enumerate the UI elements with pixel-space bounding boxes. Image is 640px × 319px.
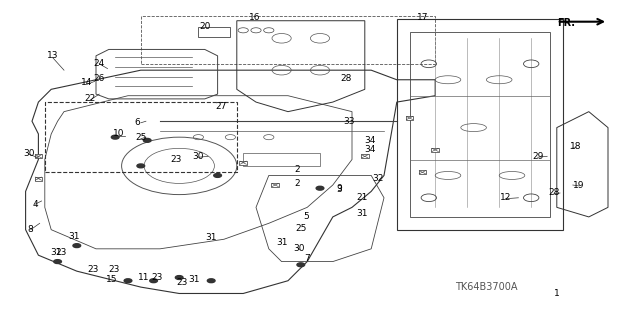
Text: 28: 28 xyxy=(548,189,559,197)
Text: 21: 21 xyxy=(356,193,367,202)
Text: 17: 17 xyxy=(417,13,428,22)
Bar xyxy=(35,177,42,181)
Text: 16: 16 xyxy=(249,13,260,22)
Text: 23: 23 xyxy=(87,265,99,274)
Text: 18: 18 xyxy=(570,142,582,151)
Text: 2: 2 xyxy=(295,179,300,188)
Bar xyxy=(271,183,279,187)
Text: 25: 25 xyxy=(135,133,147,142)
Text: 29: 29 xyxy=(532,152,543,161)
Text: 32: 32 xyxy=(372,174,383,183)
Bar xyxy=(239,161,247,165)
Text: 20: 20 xyxy=(199,22,211,31)
Text: 23: 23 xyxy=(177,278,188,287)
Bar xyxy=(141,16,435,64)
Text: 5: 5 xyxy=(303,212,308,221)
Circle shape xyxy=(111,135,119,139)
Circle shape xyxy=(316,186,324,190)
Text: 23: 23 xyxy=(170,155,182,164)
Text: 2: 2 xyxy=(295,165,300,174)
Text: 30: 30 xyxy=(23,149,35,158)
Text: 14: 14 xyxy=(81,78,92,87)
Text: 22: 22 xyxy=(84,94,95,103)
Text: 31: 31 xyxy=(51,248,62,256)
Circle shape xyxy=(207,279,215,283)
Text: 4: 4 xyxy=(33,200,38,209)
Text: 12: 12 xyxy=(500,193,511,202)
Text: FR.: FR. xyxy=(557,18,575,27)
Text: 31: 31 xyxy=(276,238,287,247)
Bar xyxy=(419,170,426,174)
Text: 13: 13 xyxy=(47,51,58,60)
Text: 15: 15 xyxy=(106,275,118,284)
Text: 30: 30 xyxy=(193,152,204,161)
Bar xyxy=(431,148,439,152)
Text: 33: 33 xyxy=(343,117,355,126)
Circle shape xyxy=(150,279,157,283)
Text: 26: 26 xyxy=(93,74,105,83)
Text: 9: 9 xyxy=(337,184,342,193)
Text: 23: 23 xyxy=(108,265,120,274)
Text: 31: 31 xyxy=(205,233,217,242)
Text: 34: 34 xyxy=(364,136,376,145)
Text: 30: 30 xyxy=(294,244,305,253)
Text: 19: 19 xyxy=(573,181,585,189)
Text: 11: 11 xyxy=(138,273,150,282)
Text: 31: 31 xyxy=(68,232,79,241)
Circle shape xyxy=(137,164,145,168)
Text: 10: 10 xyxy=(113,130,124,138)
Circle shape xyxy=(297,263,305,267)
Circle shape xyxy=(54,260,61,263)
Text: 28: 28 xyxy=(340,74,351,83)
Bar xyxy=(45,102,237,172)
Text: 6: 6 xyxy=(135,118,140,127)
Text: 1: 1 xyxy=(554,289,559,298)
Circle shape xyxy=(214,174,221,177)
Text: 31: 31 xyxy=(356,209,367,218)
Text: 3: 3 xyxy=(337,185,342,194)
Text: TK64B3700A: TK64B3700A xyxy=(455,282,518,292)
Text: 34: 34 xyxy=(364,145,376,154)
Text: 24: 24 xyxy=(93,59,105,68)
Text: 8: 8 xyxy=(28,225,33,234)
Text: 31: 31 xyxy=(188,275,200,284)
Circle shape xyxy=(73,244,81,248)
Bar xyxy=(243,153,320,166)
Bar xyxy=(35,154,42,158)
Text: 27: 27 xyxy=(215,102,227,111)
Bar xyxy=(406,116,413,120)
Bar xyxy=(361,154,369,158)
Text: 7: 7 xyxy=(305,254,310,263)
Text: 23: 23 xyxy=(151,273,163,282)
Text: 25: 25 xyxy=(295,224,307,233)
Text: 23: 23 xyxy=(55,248,67,256)
Circle shape xyxy=(143,138,151,142)
Circle shape xyxy=(175,276,183,279)
Circle shape xyxy=(124,279,132,283)
